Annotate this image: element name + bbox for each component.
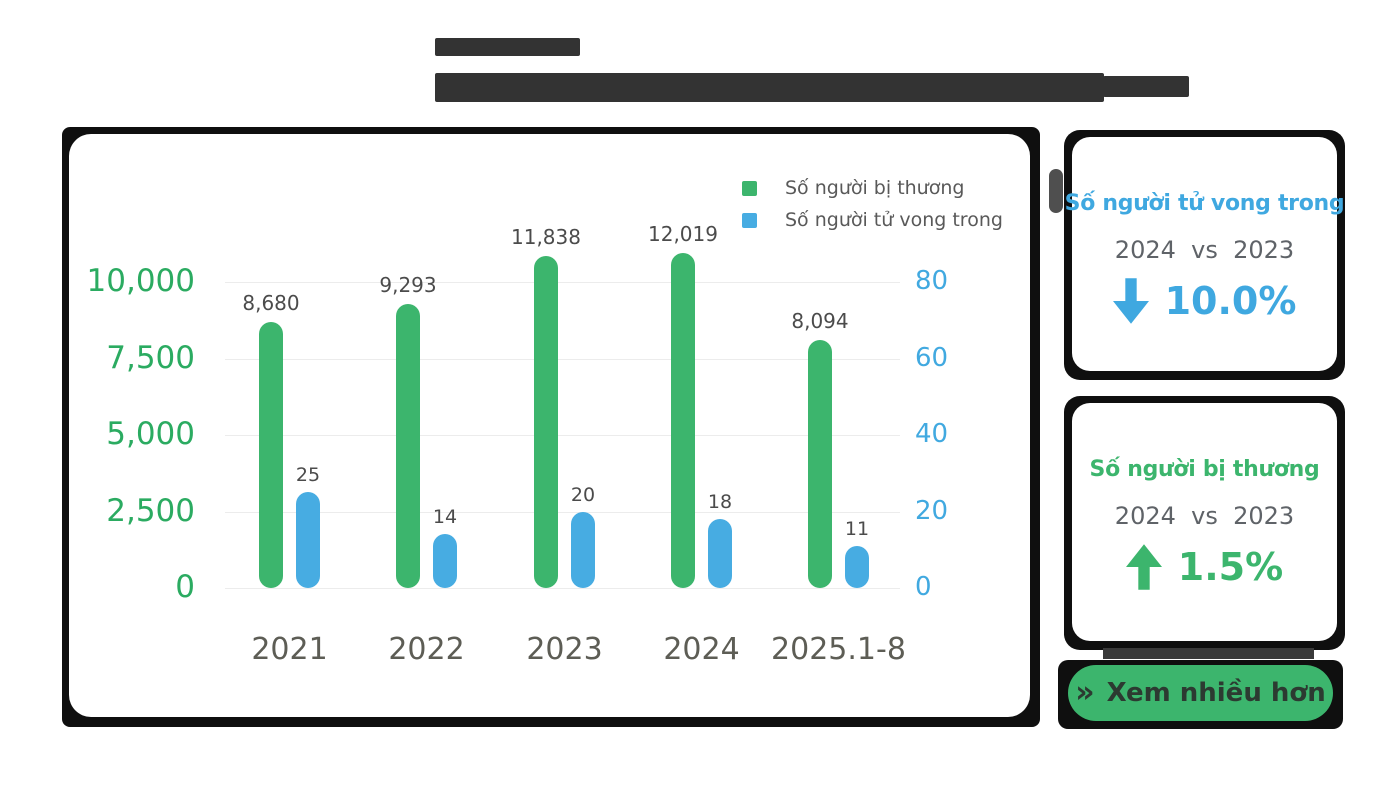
bar-value-label: 18 (707, 491, 733, 514)
legend-swatch-deaths-icon (742, 212, 757, 228)
redacted-title-block-end (1103, 76, 1189, 97)
up-arrow-icon (1125, 544, 1162, 590)
x-axis-label: 2025.1-8 (771, 632, 906, 667)
left-axis-tick: 7,500 (106, 339, 195, 376)
injured-bar (259, 322, 283, 588)
bar-value-label: 20 (570, 483, 596, 506)
right-axis-tick: 0 (915, 572, 932, 602)
kpi-percent-deaths: 10.0% (1164, 279, 1297, 323)
bar-value-label: 9,293 (379, 272, 437, 297)
bar-value-label: 11,838 (511, 224, 581, 249)
x-axis-label: 2024 (663, 632, 740, 667)
kpi-title-injured: Số người bị thương (1089, 457, 1320, 482)
bar-value-label: 8,680 (242, 291, 300, 316)
injured-bar (671, 253, 695, 588)
legend-label-injured: Số người bị thương (785, 177, 965, 199)
see-more-button[interactable]: » Xem nhiều hơn (1068, 665, 1333, 721)
legend-swatch-injured-icon (742, 180, 757, 196)
right-axis-tick: 20 (915, 495, 949, 526)
x-axis-label: 2022 (388, 632, 465, 667)
x-axis-label: 2023 (526, 632, 603, 667)
kpi-panel-injured-frame: Số người bị thương 2024 vs 2023 1.5% (1064, 396, 1345, 650)
button-shadow-bar (1103, 648, 1314, 659)
deaths-bar (433, 534, 457, 588)
grid-line (225, 588, 900, 589)
kpi-panel-deaths-frame: Số người tử vong trong 2024 vs 2023 10.0… (1064, 130, 1345, 380)
redacted-subtitle-block (435, 38, 580, 56)
right-axis-tick: 60 (915, 342, 949, 373)
left-axis-tick: 10,000 (86, 263, 195, 299)
more-button-frame: » Xem nhiều hơn (1058, 660, 1343, 729)
bar-value-label: 25 (295, 464, 321, 487)
deaths-bar (571, 511, 595, 588)
main-chart-card: Số người bị thương Số người tử vong tron… (69, 134, 1030, 717)
kpi-panel-injured: Số người bị thương 2024 vs 2023 1.5% (1072, 403, 1337, 641)
injured-bar (808, 340, 832, 588)
chart-card-frame: Số người bị thương Số người tử vong tron… (62, 127, 1040, 727)
legend-label-deaths: Số người tử vong trong (785, 209, 1003, 231)
left-axis-tick: 0 (175, 569, 195, 605)
bar-value-label: 11 (844, 517, 870, 540)
deaths-bar (708, 519, 732, 588)
bar-value-label: 12,019 (648, 222, 718, 246)
deaths-bar (845, 545, 869, 588)
injured-bar (396, 303, 420, 588)
bar-value-label: 14 (432, 506, 458, 529)
see-more-button-label: Xem nhiều hơn (1106, 678, 1326, 708)
right-axis-tick: 80 (915, 266, 949, 296)
left-axis-tick: 5,000 (106, 416, 195, 452)
kpi-panel-deaths: Số người tử vong trong 2024 vs 2023 10.0… (1065, 137, 1345, 371)
kpi-title-deaths: Số người tử vong trong (1064, 191, 1345, 216)
left-axis-tick: 2,500 (106, 492, 195, 529)
grid-line (225, 282, 900, 283)
deaths-bar (296, 492, 320, 588)
double-chevron-icon: » (1075, 675, 1095, 710)
injured-bar (534, 255, 558, 588)
legend-item-deaths: Số người tử vong trong (742, 209, 1003, 231)
divider-scroll-thumb[interactable] (1049, 169, 1063, 213)
chart-plot: Số người bị thương Số người tử vong tron… (69, 134, 1030, 717)
grid-line (225, 511, 900, 513)
bar-value-label: 8,094 (791, 309, 849, 334)
x-axis-label: 2021 (251, 632, 328, 667)
kpi-compare-injured: 2024 vs 2023 (1114, 502, 1295, 530)
down-arrow-icon (1112, 278, 1149, 324)
legend-item-injured: Số người bị thương (742, 177, 964, 199)
grid-line (225, 358, 900, 360)
redacted-title-block (435, 73, 1104, 102)
right-axis-tick: 40 (915, 419, 949, 449)
kpi-percent-injured: 1.5% (1177, 545, 1284, 589)
grid-line (225, 435, 900, 436)
kpi-compare-deaths: 2024 vs 2023 (1114, 236, 1295, 264)
